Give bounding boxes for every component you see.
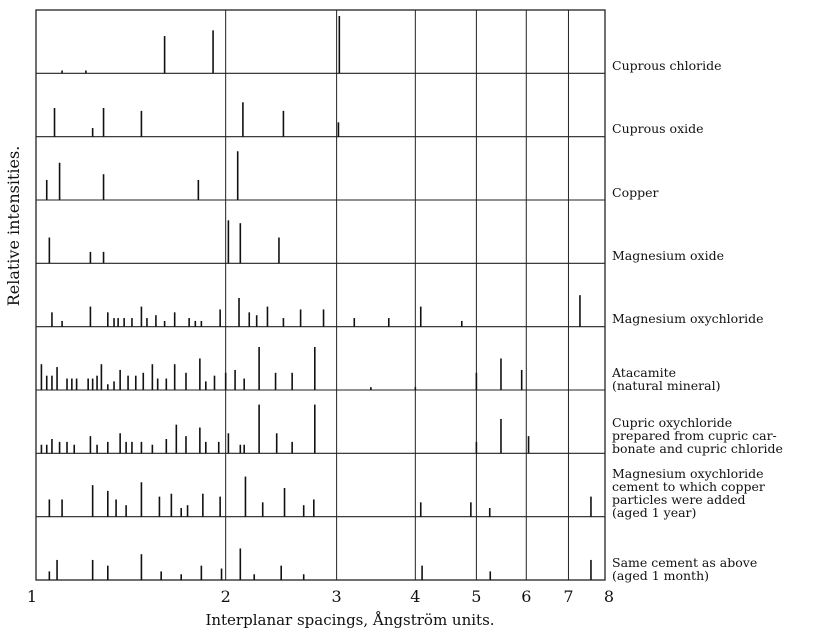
panel-label-line: cement to which copper (612, 478, 765, 494)
panel-label: Atacamite (natural mineral) (612, 366, 830, 392)
plot-border (35, 9, 606, 581)
panel-label: Copper (612, 186, 830, 199)
panel-label-line: (aged 1 month) (612, 568, 710, 583)
y-axis-label: Relative intensities. (4, 145, 23, 307)
gridlines (225, 10, 606, 580)
x-tick-label: 6 (521, 587, 532, 606)
chart-frame (35, 9, 606, 581)
panel-label-line: Magnesium oxychloride (612, 311, 764, 327)
panel-label-line: prepared from cupric car- (612, 428, 777, 444)
panel-label-line: Cuprous chloride (612, 57, 722, 73)
panel-label: Magnesium oxide (612, 249, 830, 262)
x-tick-label: 5 (471, 587, 482, 606)
panel-label-line: Magnesium oxychloride (612, 465, 764, 481)
panel-label: Same cement as above (aged 1 month) (612, 556, 830, 582)
panel-label: Cuprous oxide (612, 122, 830, 135)
panel-label: Cuprous chloride (612, 59, 830, 72)
panel-label-line: Magnesium oxide (612, 247, 724, 263)
x-tick-label: 3 (331, 587, 342, 606)
panel-label-line: (natural mineral) (612, 378, 721, 393)
panel-label: Magnesium oxychloride cement to which cop… (612, 467, 830, 519)
x-tick-label: 2 (220, 587, 231, 606)
panel-label: Cupric oxychloride prepared from cupric c… (612, 416, 830, 455)
panel-label-line: particles were added (612, 491, 746, 507)
diffraction-lines (40, 16, 592, 580)
panel-label-line: (aged 1 year) (612, 504, 697, 520)
x-tick-label: 8 (603, 587, 615, 606)
panel-label-line: Atacamite (612, 365, 677, 380)
panel-label: Magnesium oxychloride (612, 312, 830, 325)
x-tick-label: 4 (410, 587, 421, 606)
x-axis-label: Interplanar spacings, Ångström units. (205, 611, 495, 629)
x-tick-label: 7 (563, 587, 574, 606)
panel-label-line: Cupric oxychloride (612, 415, 733, 431)
panel-label-line: bonate and cupric chloride (612, 441, 783, 457)
x-tick-label: 1 (26, 587, 38, 606)
panel-label-line: Copper (612, 184, 659, 200)
panel-label-line: Same cement as above (612, 555, 758, 570)
panel-label-line: Cuprous oxide (612, 121, 704, 137)
